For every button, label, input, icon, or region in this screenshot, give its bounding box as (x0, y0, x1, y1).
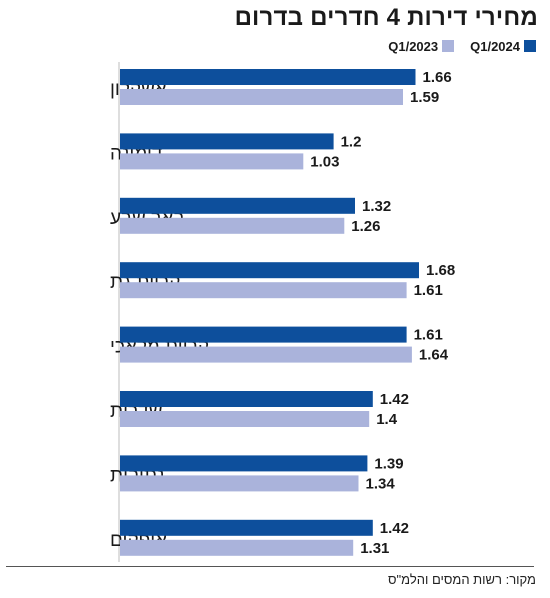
data-label: 1.64 (419, 347, 449, 364)
data-label: 1.4 (376, 411, 398, 428)
data-label: 1.42 (380, 520, 409, 537)
bar-q1-2023 (120, 539, 354, 556)
bar-q1-2024 (120, 519, 373, 536)
data-label: 1.59 (410, 89, 439, 106)
legend-label-q1-2024: Q1/2024 (470, 38, 520, 54)
legend-swatch-q1-2023 (442, 40, 455, 52)
data-label: 1.39 (374, 455, 403, 472)
legend: Q1/2023 Q1/2024 (388, 38, 536, 54)
data-label: 1.68 (426, 262, 455, 279)
data-label: 1.66 (423, 69, 452, 86)
data-label: 1.2 (341, 133, 362, 150)
bar-q1-2024 (120, 326, 407, 343)
bar-q1-2023 (120, 217, 345, 234)
data-label: 1.26 (351, 218, 380, 235)
bar-q1-2024 (120, 391, 373, 407)
bar-q1-2023 (120, 282, 407, 299)
bar-q1-2024 (120, 197, 355, 214)
bar-q1-2023 (120, 411, 370, 427)
data-label: 1.32 (362, 198, 391, 215)
source-note: מקור: רשות המסים והלמ"ס (388, 572, 536, 587)
data-label: 1.31 (360, 540, 389, 557)
bar-q1-2023 (120, 89, 403, 105)
bar-q1-2024 (120, 455, 368, 472)
bar-q1-2024 (120, 133, 334, 150)
legend-swatch-q1-2024 (524, 40, 536, 52)
data-label: 1.34 (366, 475, 396, 492)
bar-q1-2024 (120, 69, 416, 85)
bar-q1-2023 (120, 475, 359, 492)
chart-title: מחירי דירות 4 חדרים בדרום (234, 4, 538, 31)
data-label: 1.61 (414, 327, 443, 344)
bar-q1-2023 (120, 346, 412, 363)
footer-divider (6, 566, 534, 567)
data-label: 1.42 (380, 391, 409, 408)
data-label: 1.03 (310, 153, 339, 170)
data-label: 1.61 (414, 282, 443, 299)
legend-label-q1-2023: Q1/2023 (388, 38, 439, 54)
bar-q1-2024 (120, 262, 419, 279)
bar-q1-2023 (120, 153, 304, 170)
